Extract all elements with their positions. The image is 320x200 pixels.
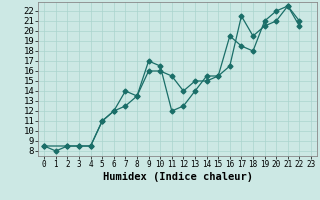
X-axis label: Humidex (Indice chaleur): Humidex (Indice chaleur) xyxy=(103,172,252,182)
